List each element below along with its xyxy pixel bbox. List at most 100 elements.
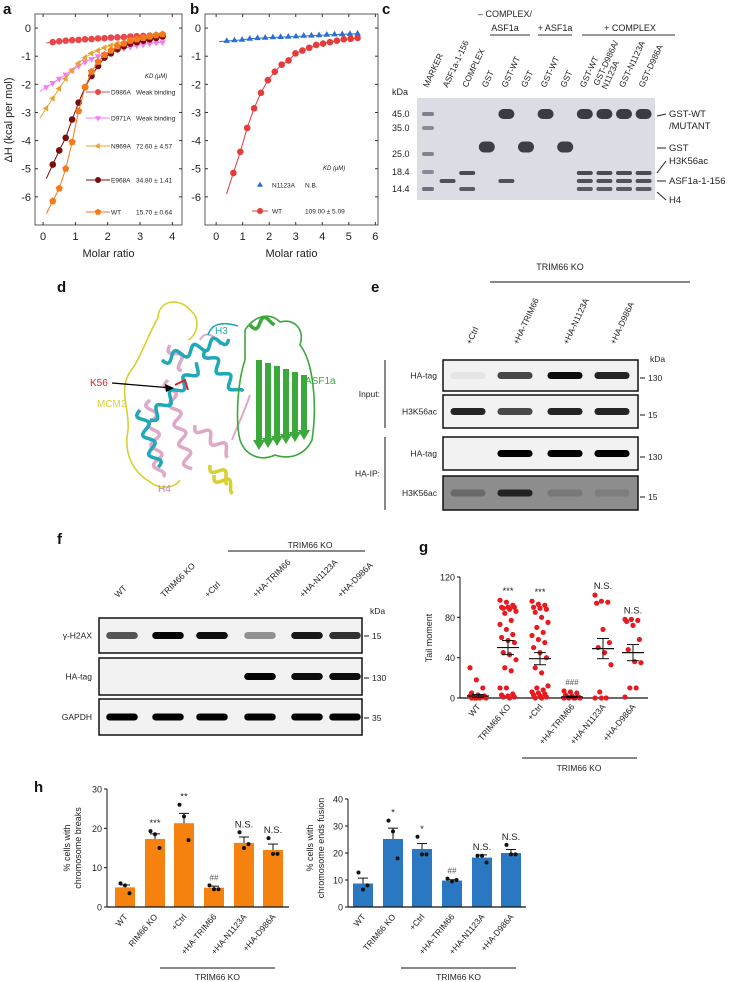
legend-kd-value: Weak binding [136,116,176,123]
data-point-D986A [101,34,108,42]
data-point [595,644,601,651]
y-tick-label: 0 [195,23,201,35]
panel-label-c: c [382,1,390,18]
x-tick-label: 3 [293,231,299,243]
gel-group-header: – COMPLEX/ [478,9,533,19]
blot-kda-value: 35 [372,713,382,723]
data-point-N1123A [261,34,269,40]
data-point [529,598,535,604]
asf1a-helix [248,315,276,331]
gel-band-h4 [576,187,593,191]
blot-kda-value: 130 [372,673,386,683]
data-point-WT [271,68,279,75]
blot-band [329,673,361,680]
fit-curve-WT [45,33,163,214]
data-point [153,832,157,837]
significance-annotation: *** [149,818,160,829]
data-point [497,621,503,627]
significance-annotation: *** [502,586,513,597]
data-point-WT [68,138,76,146]
bar [263,849,283,907]
y-tick-label: 20 [333,849,343,859]
data-point-D971A [62,72,69,79]
data-point [182,814,186,819]
gel-band-m35 [422,126,434,130]
data-point [454,878,459,882]
blot-lane-label: +HA-N1123A [297,557,339,599]
data-point [480,685,486,691]
gel-band-h3k56ac [635,171,652,175]
data-point-WT [55,184,63,192]
mcm2-helix [212,475,234,496]
blot-section-label: HA-IP: [355,469,380,479]
data-point [216,887,221,892]
data-point-D986A [75,36,82,44]
y-tick-label: 40 [333,795,343,805]
gel-band-asf1a [439,179,456,183]
blot-lane-label: +HA-TRIM66 [250,557,292,599]
data-point [480,694,486,700]
data-point [415,834,420,839]
data-point [608,662,614,668]
data-point-WT [264,76,272,84]
data-point [511,639,517,646]
y-tick-label: 10 [92,863,102,873]
data-point [365,883,370,888]
legend-series-name: D986A [111,90,132,97]
group-label: TRIM66 KO [436,972,481,982]
y-tick-label: 0 [97,903,102,913]
gel-band-pointer [656,160,667,174]
gel-band-label: GST [669,143,689,154]
data-point [531,604,537,610]
legend-title: KD (μM) [145,74,167,80]
y-axis-label: % cells with [62,824,72,871]
data-point-WT [126,36,134,44]
y-tick-label: 10 [333,876,343,886]
gel-mw-marker-label: 18.4 [392,167,410,177]
data-point [577,695,583,701]
bar [501,853,521,907]
x-tick-label: 0 [40,231,46,243]
y-tick-label: -3 [21,107,31,119]
data-point-WT [146,32,154,40]
data-point-E968A [68,116,76,123]
label-h3: H3 [215,326,228,337]
blot-lane-label: +Ctrl [202,579,222,599]
y-tick-label: 20 [92,824,102,834]
x-category-label: +Ctrl [407,912,426,932]
significance-annotation: *** [534,587,545,598]
data-point [420,852,424,857]
x-tick-label: 5 [346,231,352,243]
data-point [507,606,513,612]
gel-band-h4 [596,187,613,191]
gel-band-asf1a [576,179,593,183]
x-category-label: RIM66 KO [126,912,159,949]
data-point [475,853,480,858]
gel-band-label: GST-WT [669,109,706,120]
asf1a-beta-strand [262,363,274,448]
blot-kda-value: 130 [648,452,662,462]
gel-lane-label: GST [480,69,496,89]
gel-band-h3k56ac [576,171,593,175]
gel-band-label: /MUTANT [669,121,711,132]
asf1a-beta-strand [298,375,310,440]
data-point-D971A [43,85,50,91]
data-point [636,636,643,643]
gel-band-h3k56ac [596,171,613,175]
blot-band [244,713,276,721]
data-point-N969A [49,95,55,102]
blot-lane-label: +HA-N1123A [561,296,591,346]
data-point [594,600,600,606]
k56-arrow [111,382,173,389]
y-tick-label: -5 [21,164,31,176]
significance-annotation: N.S. [502,832,520,843]
data-point [567,689,574,695]
data-point [508,617,514,623]
x-category-label: WT [113,912,129,929]
bar [115,887,135,907]
y-axis-label: % cells with [305,824,315,871]
y-tick-label: 80 [445,613,455,623]
data-point-N969A [100,44,107,51]
blot-band [291,673,323,680]
data-point [445,876,450,881]
